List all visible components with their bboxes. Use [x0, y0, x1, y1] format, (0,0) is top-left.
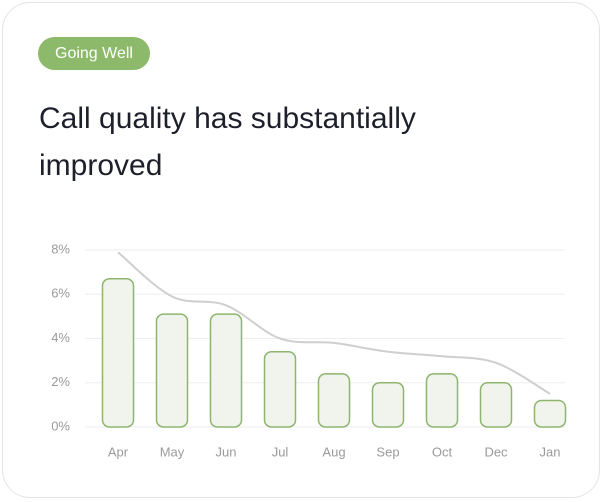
x-tick-label: May	[160, 444, 185, 459]
bar	[533, 399, 567, 428]
bar	[209, 313, 243, 428]
x-tick-label: Sep	[376, 444, 399, 459]
bar	[479, 382, 513, 428]
bar	[317, 373, 351, 428]
chart-title: Call quality has substantially improved	[39, 102, 416, 182]
x-tick-label: Oct	[432, 444, 453, 459]
x-tick-label: Apr	[108, 444, 129, 459]
y-tick-label: 2%	[51, 374, 70, 389]
x-tick-label: Jun	[216, 444, 237, 459]
x-tick-label: Aug	[322, 444, 345, 459]
x-tick-label: Jan	[540, 444, 561, 459]
y-tick-label: 6%	[51, 286, 70, 301]
bar	[263, 351, 297, 428]
trend-line	[117, 251, 551, 395]
y-tick-label: 4%	[51, 330, 70, 345]
status-badge: Going Well	[38, 37, 150, 70]
bar	[155, 313, 189, 428]
bar	[425, 373, 459, 428]
bar	[371, 382, 405, 428]
x-tick-label: Jul	[272, 444, 289, 459]
y-tick-label: 8%	[51, 241, 70, 256]
x-tick-label: Dec	[484, 444, 508, 459]
y-tick-label: 0%	[51, 418, 70, 433]
bar	[101, 278, 135, 428]
